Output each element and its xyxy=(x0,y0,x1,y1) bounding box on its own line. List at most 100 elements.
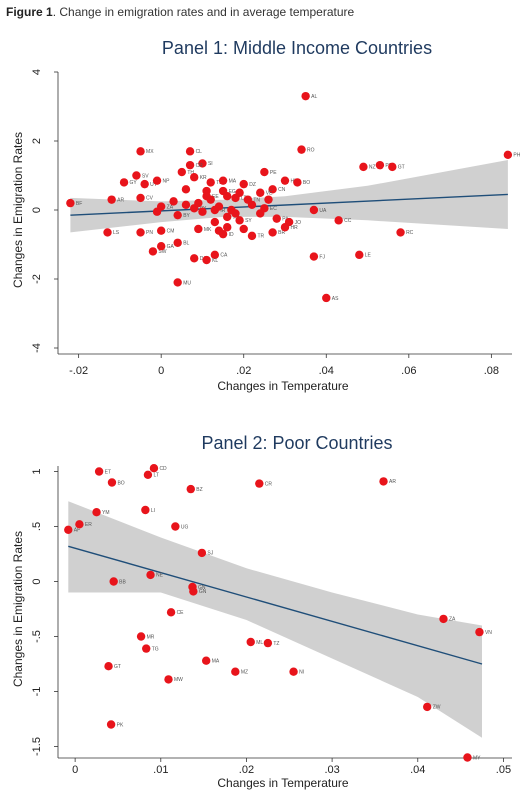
data-point-label: JO xyxy=(295,220,302,226)
data-point xyxy=(309,252,319,261)
data-point xyxy=(263,638,273,648)
data-point-label: CC xyxy=(344,218,352,224)
data-point xyxy=(223,212,232,222)
data-point-label: BB xyxy=(119,579,126,585)
x-tick-label: .04 xyxy=(410,764,425,776)
data-point-label: BO xyxy=(117,480,124,486)
data-point xyxy=(247,231,257,241)
x-tick-label: .03 xyxy=(324,764,339,776)
data-point xyxy=(301,91,310,101)
figure-caption-prefix: Figure 1 xyxy=(6,5,53,19)
data-point xyxy=(210,250,220,260)
data-point-label: VN xyxy=(485,630,492,636)
data-point xyxy=(190,254,199,263)
data-point xyxy=(218,176,228,185)
data-point-label: LI xyxy=(151,508,155,514)
data-point xyxy=(173,210,182,220)
data-point-label: EE xyxy=(212,194,219,200)
data-point-label: ZA xyxy=(167,204,174,210)
data-point-label: MR xyxy=(147,634,155,640)
data-point xyxy=(173,278,182,287)
data-point-label: TH xyxy=(187,170,194,176)
data-point-label: TN xyxy=(253,197,260,203)
data-point-label: LS xyxy=(113,230,120,236)
data-point xyxy=(103,228,112,237)
data-point xyxy=(171,522,180,531)
data-point-label: UY xyxy=(150,182,158,188)
data-point-label: CA xyxy=(220,253,228,259)
data-point xyxy=(152,176,162,185)
fit-line xyxy=(68,545,483,665)
y-tick-label: 4 xyxy=(31,69,43,75)
data-point-label: JM xyxy=(233,215,240,221)
data-point-label: SI xyxy=(208,161,213,167)
data-point-label: LT xyxy=(241,196,246,202)
data-point-label: KR xyxy=(200,175,207,181)
data-point xyxy=(322,293,331,303)
data-point xyxy=(181,185,191,194)
data-point xyxy=(132,171,141,180)
y-tick-label: 2 xyxy=(31,138,43,144)
data-point-label: AS xyxy=(332,296,339,302)
data-point-label: ET xyxy=(105,469,111,475)
x-tick-label: 0 xyxy=(158,365,164,377)
data-point xyxy=(239,179,248,189)
data-point-label: CL xyxy=(196,149,203,155)
data-point-label: SY xyxy=(245,218,252,224)
data-point-label: PH xyxy=(513,153,520,159)
x-axis-title: Changes in Temperature xyxy=(217,379,349,393)
data-point xyxy=(166,608,176,617)
data-point-label: TR xyxy=(257,234,264,240)
data-point xyxy=(136,632,146,641)
x-axis-title: Changes in Temperature xyxy=(217,776,349,790)
data-point-label: MZ xyxy=(241,670,248,676)
data-point xyxy=(239,224,248,234)
data-point-label: EG xyxy=(229,189,236,195)
data-point xyxy=(185,147,195,156)
data-point xyxy=(164,675,173,684)
data-point-label: FJ xyxy=(319,254,325,260)
data-point-label: BL xyxy=(183,241,189,247)
data-point xyxy=(198,159,207,168)
data-point-label: PN xyxy=(146,230,153,236)
data-point xyxy=(214,226,224,235)
data-point-label: CM xyxy=(167,229,175,235)
data-point-label: BF xyxy=(76,201,82,207)
data-point-label: LT xyxy=(153,473,158,479)
data-point-label: VE xyxy=(266,191,273,197)
x-tick-label: .02 xyxy=(236,365,251,377)
data-point-label: MU xyxy=(183,280,191,286)
data-point-label: CD xyxy=(159,466,167,472)
data-point xyxy=(255,479,264,488)
data-point-label: UA xyxy=(319,208,327,214)
chart-title: Panel 1: Middle Income Countries xyxy=(162,38,432,58)
data-point xyxy=(379,477,388,486)
data-point-label: CN xyxy=(278,187,286,193)
data-point xyxy=(148,247,158,256)
data-point xyxy=(247,200,257,210)
data-point xyxy=(463,753,472,762)
data-point xyxy=(334,216,343,225)
data-point xyxy=(256,188,265,197)
data-point xyxy=(156,226,166,235)
data-point-label: PE xyxy=(270,170,277,176)
data-point xyxy=(119,178,129,187)
data-point xyxy=(136,147,145,156)
data-point-label: AR xyxy=(389,479,396,485)
data-point-label: GT xyxy=(114,664,121,670)
data-point-label: MX xyxy=(146,149,154,155)
data-point-label: RC xyxy=(406,230,414,236)
data-point-label: ML xyxy=(256,640,263,646)
data-point xyxy=(231,667,240,676)
data-point xyxy=(198,207,207,216)
data-point-label: GN xyxy=(198,585,206,591)
data-point xyxy=(256,209,265,218)
confidence-band xyxy=(68,501,483,738)
data-point xyxy=(359,162,368,172)
data-point xyxy=(177,167,187,177)
data-point-label: YM xyxy=(102,510,110,516)
data-point-label: GY xyxy=(130,180,138,186)
x-tick-label: .05 xyxy=(496,764,511,776)
data-point-label: MW xyxy=(174,677,183,683)
data-point xyxy=(109,577,118,586)
